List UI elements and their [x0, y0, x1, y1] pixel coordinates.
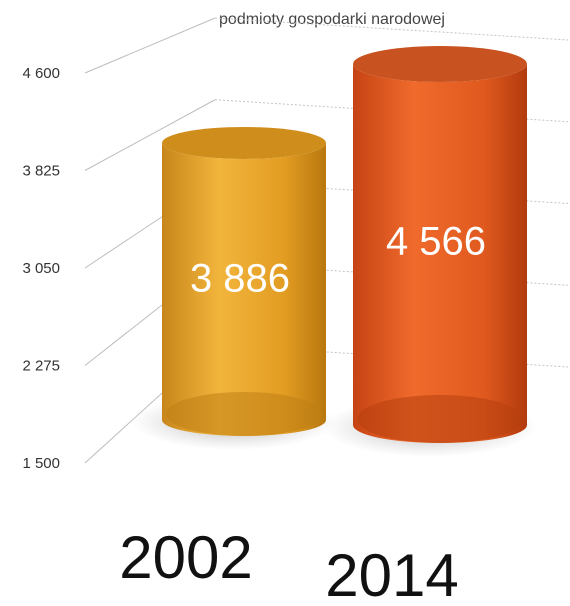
bar-2002: 3 886 — [132, 126, 336, 450]
gridline-back — [214, 17, 569, 41]
category-label: 2014 — [325, 542, 458, 606]
category-label: 2002 — [119, 524, 252, 591]
bars: 3 886 4 566 — [132, 46, 537, 457]
bar-top — [162, 126, 326, 159]
bar-2014: 4 566 — [323, 46, 537, 457]
y-tick-label: 3 050 — [22, 260, 60, 277]
y-tick-label: 3 825 — [22, 163, 60, 180]
gridline-depth — [84, 99, 216, 171]
gridline-depth — [84, 17, 216, 74]
bar-value-label: 4 566 — [386, 220, 486, 264]
y-tick-label: 2 275 — [22, 358, 60, 375]
y-tick-label: 4 600 — [22, 65, 60, 82]
bar-base — [357, 395, 523, 443]
chart-title: podmioty gospodarki narodowej — [219, 11, 445, 28]
bar-body — [353, 64, 527, 443]
y-tick-label: 1 500 — [22, 455, 60, 472]
bar-body — [162, 142, 326, 436]
x-axis-categories: 2002 2014 — [119, 524, 458, 606]
bar-value-label: 3 886 — [190, 256, 290, 300]
y-axis-ticks: 4 600 3 825 3 050 2 275 1 500 — [22, 65, 60, 472]
bar-base — [166, 392, 322, 436]
bar-top — [353, 46, 527, 82]
